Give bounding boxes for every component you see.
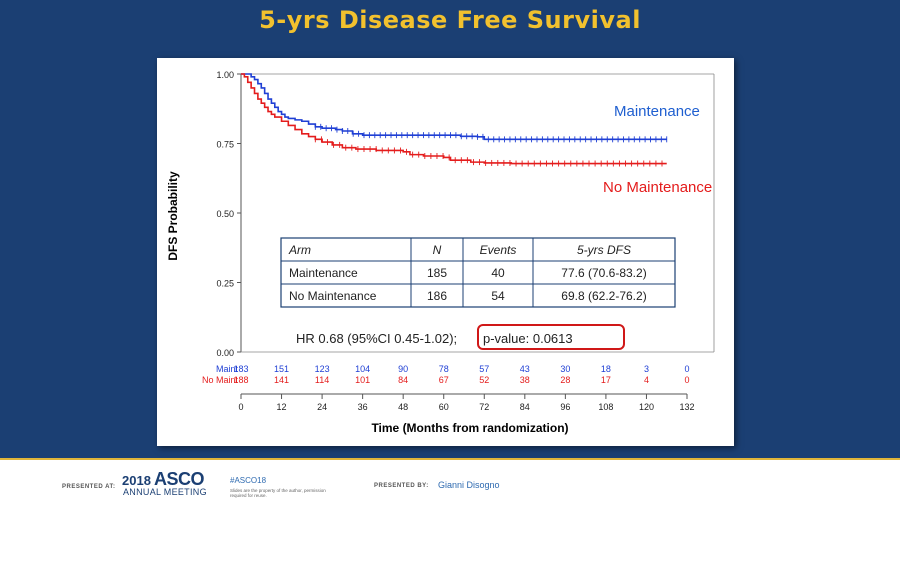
x-tick-label: 24	[317, 402, 327, 412]
risk-count: 123	[315, 364, 330, 374]
x-tick-label: 12	[277, 402, 287, 412]
table-cell-arm-2: No Maintenance	[289, 289, 377, 303]
km-curve-maintenance	[241, 73, 667, 141]
risk-count: 18	[601, 364, 611, 374]
risk-count: 30	[560, 364, 570, 374]
risk-count: 188	[233, 375, 248, 385]
risk-count: 43	[520, 364, 530, 374]
asco-year: 2018	[122, 473, 151, 488]
risk-count: 151	[274, 364, 289, 374]
x-tick-label: 96	[560, 402, 570, 412]
table-cell-dfs-1: 77.6 (70.6-83.2)	[561, 266, 646, 280]
table-header-n: N	[433, 243, 442, 257]
table-cell-n-2: 186	[427, 289, 447, 303]
table-cell-dfs-2: 69.8 (62.2-76.2)	[561, 289, 646, 303]
table-cell-events-2: 54	[491, 289, 505, 303]
km-curves	[241, 73, 668, 167]
risk-count: 101	[355, 375, 370, 385]
risk-count: 141	[274, 375, 289, 385]
risk-row-label: No Maint	[202, 375, 239, 385]
x-tick-label: 48	[398, 402, 408, 412]
presented-by-label: PRESENTED BY:	[374, 483, 429, 489]
presented-at-label: PRESENTED AT:	[62, 484, 116, 490]
x-tick-label: 108	[598, 402, 613, 412]
legend-maintenance: Maintenance	[614, 103, 700, 120]
table-cell-events-1: 40	[491, 266, 505, 280]
risk-count: 57	[479, 364, 489, 374]
risk-count: 0	[684, 375, 689, 385]
risk-row-label: Maint	[216, 364, 239, 374]
p-value-text: p-value: 0.0613	[483, 331, 573, 346]
y-axis-label: DFS Probability	[166, 171, 180, 261]
risk-count: 104	[355, 364, 370, 374]
x-tick-label: 0	[238, 402, 243, 412]
y-tick-label: 1.00	[216, 70, 234, 80]
table-cell-arm-1: Maintenance	[289, 266, 358, 280]
risk-count: 0	[684, 364, 689, 374]
x-tick-label: 120	[639, 402, 654, 412]
y-tick-label: 0.00	[216, 348, 234, 358]
km-curve-no-maintenance	[241, 73, 667, 165]
asco-logo: ASCO	[154, 469, 205, 489]
risk-count: 78	[439, 364, 449, 374]
x-tick-label: 60	[439, 402, 449, 412]
x-tick-label: 84	[520, 402, 530, 412]
y-tick-label: 0.50	[216, 209, 234, 219]
p-value-highlight	[477, 324, 625, 350]
risk-count: 52	[479, 375, 489, 385]
x-tick-label: 36	[358, 402, 368, 412]
x-ticks: 0 12 24 36 48 60 72 84 96 108 120 132	[238, 394, 695, 412]
risk-count: 3	[644, 364, 649, 374]
risk-count: 67	[439, 375, 449, 385]
risk-count: 17	[601, 375, 611, 385]
km-chart: 0.00 0.25 0.50 0.75 1.00 0 12 24 36 48 60 72 84 96 10…	[166, 70, 715, 435]
hashtag: #ASCO18	[230, 476, 267, 485]
x-axis-label: Time (Months from randomization)	[371, 421, 568, 435]
presenter-name: Gianni Disogno	[438, 480, 500, 490]
risk-count: 183	[233, 364, 248, 374]
x-tick-label: 72	[479, 402, 489, 412]
y-tick-label: 0.75	[216, 140, 234, 150]
risk-count: 28	[560, 375, 570, 385]
annual-meeting-label: ANNUAL MEETING	[123, 487, 207, 497]
slide-title: 5-yrs Disease Free Survival	[259, 6, 641, 34]
x-tick-label: 132	[679, 402, 694, 412]
risk-count: 84	[398, 375, 408, 385]
hazard-ratio-text: HR 0.68 (95%CI 0.45-1.02);	[296, 331, 457, 346]
legend-no-maintenance: No Maintenance	[603, 179, 712, 196]
footer	[0, 460, 900, 583]
km-chart-panel: 0.00 0.25 0.50 0.75 1.00 0 12 24 36 48 60 72 84 96 10…	[157, 58, 734, 446]
copyright-note: Slides are the property of the author, p…	[230, 488, 326, 498]
y-tick-label: 0.25	[216, 279, 234, 289]
table-cell-n-1: 185	[427, 266, 447, 280]
y-ticks: 0.00 0.25 0.50 0.75 1.00	[216, 70, 241, 358]
risk-count: 114	[315, 375, 329, 385]
risk-count: 4	[644, 375, 649, 385]
accent-divider	[0, 458, 900, 460]
table-header-arm: Arm	[288, 243, 311, 257]
summary-table: Arm N Events 5-yrs DFS Maintenance 185 4…	[280, 237, 676, 308]
table-header-dfs: 5-yrs DFS	[577, 243, 631, 257]
table-header-events: Events	[480, 243, 517, 257]
risk-count: 90	[398, 364, 408, 374]
risk-count: 38	[520, 375, 530, 385]
